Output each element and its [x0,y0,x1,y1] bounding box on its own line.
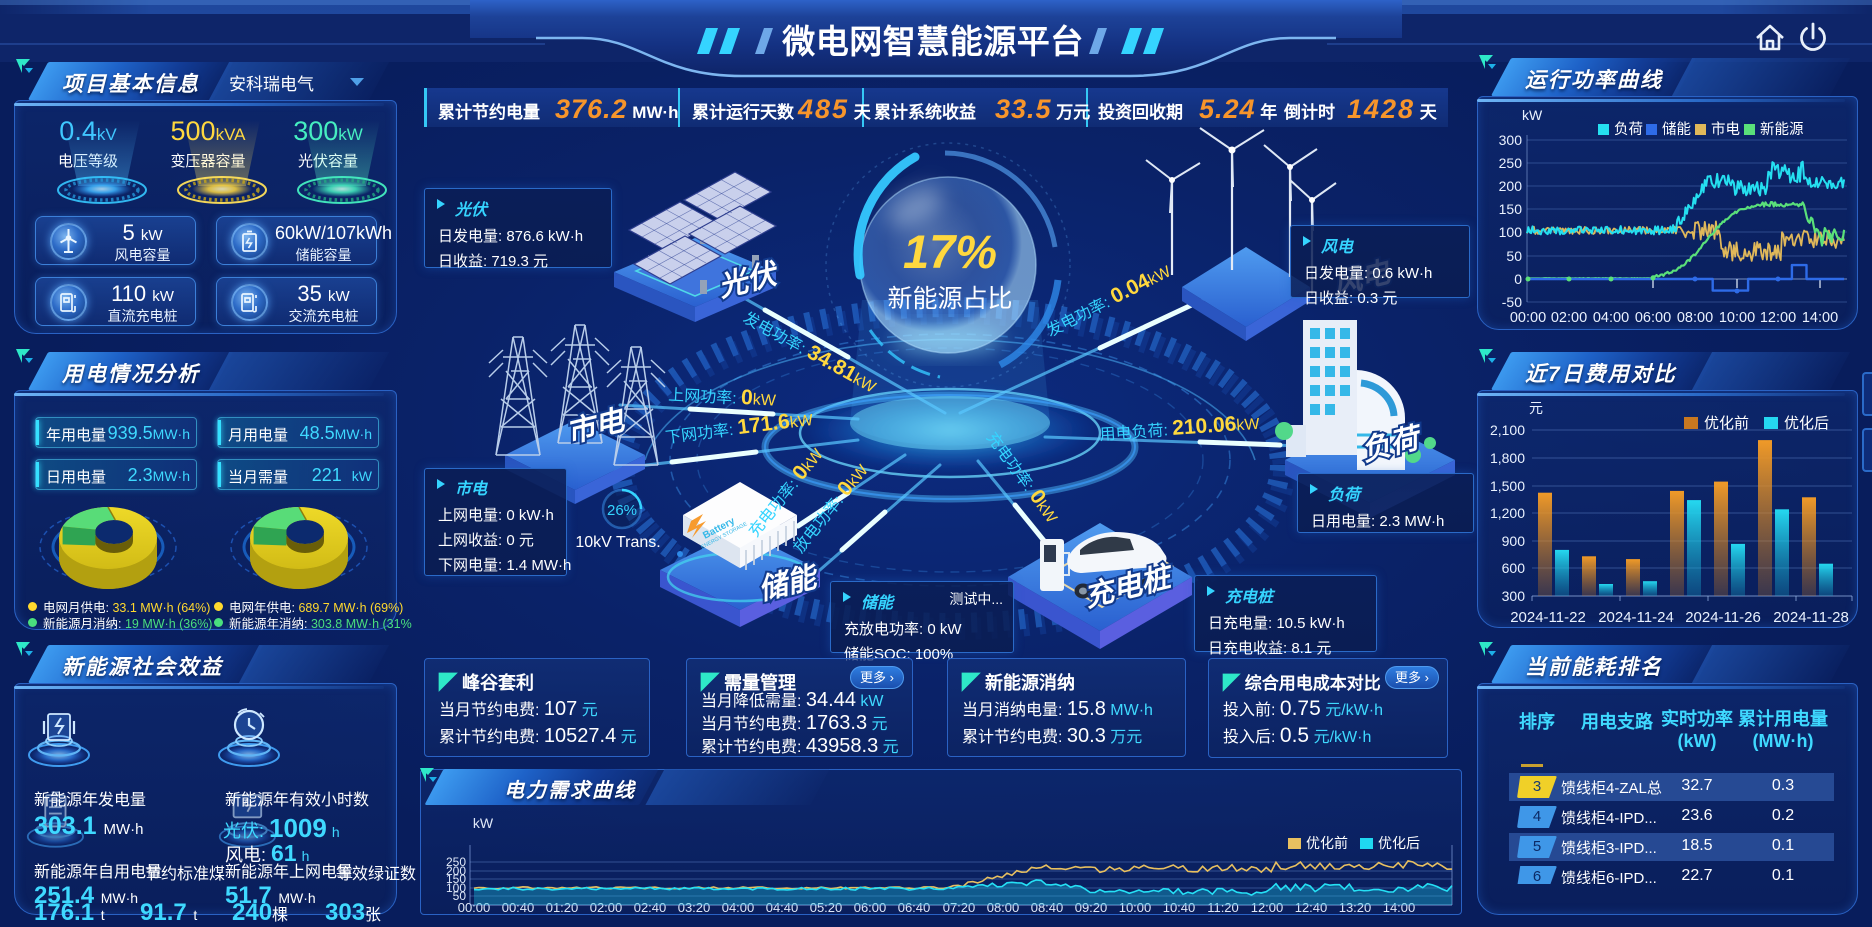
svg-text:17%: 17% [903,225,997,278]
svg-text:300: 300 [1499,132,1523,148]
svg-text:1,800: 1,800 [1490,450,1525,466]
svg-text:新能源占比: 新能源占比 [887,285,1012,313]
svg-text:优化后: 优化后 [1784,415,1829,432]
svg-text:微电网智慧能源平台: 微电网智慧能源平台 [781,23,1084,60]
svg-text:100: 100 [1499,224,1523,240]
svg-text:-50: -50 [1502,294,1522,310]
svg-text:10kV Trans.: 10kV Trans. [575,534,660,551]
svg-text:2024-11-28: 2024-11-28 [1773,609,1849,626]
svg-text:2024-11-24: 2024-11-24 [1598,609,1674,626]
svg-text:2024-11-26: 2024-11-26 [1685,609,1761,626]
svg-text:12:00: 12:00 [1760,310,1796,326]
svg-text:元: 元 [1529,400,1543,416]
svg-text:储能: 储能 [1662,121,1691,138]
svg-text:kW: kW [1522,107,1543,123]
svg-text:10:00: 10:00 [1719,310,1755,326]
svg-text:新能源: 新能源 [1760,121,1804,138]
svg-text:08:00: 08:00 [1677,310,1713,326]
svg-text:300: 300 [1502,588,1526,604]
svg-text:26%: 26% [607,502,637,519]
svg-text:00:00: 00:00 [1510,310,1546,326]
svg-text:优化前: 优化前 [1704,415,1749,432]
svg-text:2024-11-22: 2024-11-22 [1510,609,1586,626]
svg-text:200: 200 [1499,178,1523,194]
svg-text:用电负荷: 210.06kW: 用电负荷: 210.06kW [1099,411,1261,445]
svg-text:2,100: 2,100 [1490,422,1525,438]
svg-text:50: 50 [1506,248,1522,264]
svg-text:900: 900 [1502,533,1526,549]
svg-text:600: 600 [1502,560,1526,576]
svg-text:250: 250 [1499,155,1523,171]
svg-text:1,200: 1,200 [1490,505,1525,521]
svg-text:负荷: 负荷 [1614,121,1643,138]
svg-text:0: 0 [1514,271,1522,287]
svg-text:150: 150 [1499,201,1523,217]
svg-text:14:00: 14:00 [1802,310,1838,326]
svg-text:02:00: 02:00 [1551,310,1587,326]
svg-text:06:00: 06:00 [1635,310,1671,326]
svg-text:04:00: 04:00 [1593,310,1629,326]
svg-text:1,500: 1,500 [1490,478,1525,494]
svg-text:市电: 市电 [1711,121,1740,138]
